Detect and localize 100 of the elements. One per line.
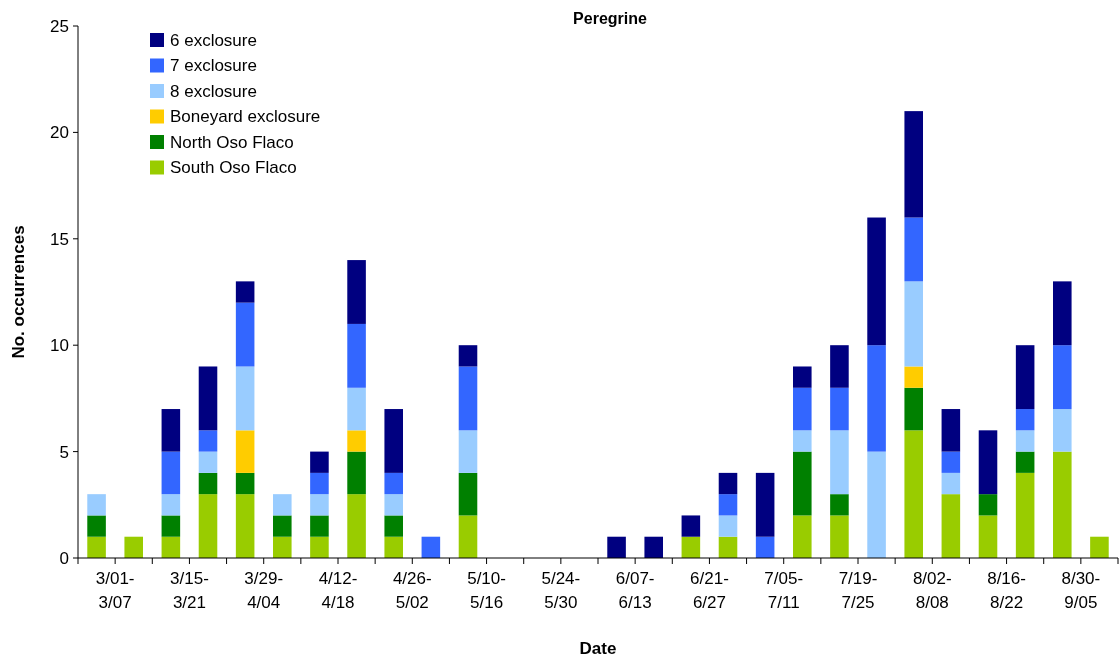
bar: [347, 451, 366, 495]
bar: [458, 345, 478, 367]
bar: [1053, 281, 1072, 346]
bar: [198, 494, 218, 558]
bar: [830, 345, 849, 388]
bar: [978, 430, 998, 495]
x-tick-label: 8/16-8/22: [987, 569, 1026, 612]
x-tick-label: 8/30-9/05: [1061, 569, 1101, 612]
bar: [867, 217, 886, 346]
bar: [384, 409, 403, 473]
bar: [793, 451, 812, 516]
x-tick-label: 5/10-5/16: [467, 569, 506, 612]
bar: [87, 536, 106, 558]
bar: [124, 536, 143, 558]
legend-label: South Oso Flaco: [170, 158, 297, 178]
bar: [384, 494, 403, 516]
bar: [161, 409, 181, 452]
legend-label: 6 exclosure: [170, 30, 257, 50]
x-tick-label: 7/05-7/11: [764, 569, 804, 612]
bar: [161, 536, 181, 558]
bar: [384, 472, 403, 495]
bar: [830, 430, 849, 495]
bar: [718, 494, 738, 516]
x-tick-label: 4/12-4/18: [318, 569, 358, 612]
bar: [904, 281, 923, 367]
bar: [198, 366, 218, 431]
bar: [273, 536, 292, 558]
bar: [793, 366, 812, 388]
bar: [87, 515, 106, 537]
bar: [1015, 409, 1035, 431]
bar: [458, 472, 478, 516]
bar: [644, 536, 663, 558]
bar: [681, 536, 701, 558]
bar: [273, 494, 292, 516]
bar: [161, 451, 181, 495]
bar: [310, 451, 329, 473]
bar: [347, 387, 366, 431]
legend-label: North Oso Flaco: [170, 132, 294, 152]
bar: [384, 536, 403, 558]
x-axis-title: Date: [579, 639, 617, 658]
bar: [235, 366, 255, 431]
bar: [755, 472, 775, 537]
bar: [458, 430, 478, 473]
bar: [978, 494, 998, 516]
bar: [273, 515, 292, 537]
bar: [1053, 451, 1072, 558]
bar: [1015, 451, 1035, 473]
bar: [310, 536, 329, 558]
legend-label: 7 exclosure: [170, 56, 257, 76]
bar: [1015, 430, 1035, 452]
bar: [161, 515, 181, 537]
x-tick-label: 4/26-5/02: [392, 569, 432, 612]
bar: [347, 323, 366, 388]
bar: [904, 387, 923, 431]
bar: [904, 111, 923, 218]
x-tick-label: 3/29-4/04: [244, 569, 284, 612]
bar: [235, 302, 255, 367]
bar: [830, 387, 849, 431]
bar: [904, 217, 923, 282]
bar: [310, 515, 329, 537]
bar: [198, 472, 218, 495]
bar: [830, 515, 849, 558]
bar: [941, 472, 961, 495]
bar: [198, 430, 218, 452]
bar: [830, 494, 849, 516]
bar: [310, 472, 329, 495]
legend-label: Boneyard exclosure: [170, 107, 321, 127]
bar: [347, 494, 366, 558]
y-tick-label: 25: [50, 16, 69, 36]
bar: [793, 515, 812, 558]
bar: [978, 515, 998, 558]
bar: [904, 430, 923, 558]
x-tick-label: 6/21-6/27: [690, 569, 729, 612]
x-tick-label: 7/19-7/25: [838, 569, 878, 612]
bar: [1053, 345, 1072, 410]
bar: [421, 536, 441, 558]
bar: [458, 515, 478, 558]
bar: [1015, 472, 1035, 558]
bar: [607, 536, 626, 558]
bar: [1015, 345, 1035, 410]
bar: [941, 451, 961, 473]
bar: [347, 430, 366, 452]
x-tick-label: 8/02-8/08: [912, 569, 952, 612]
bar: [867, 451, 886, 558]
bar: [793, 430, 812, 452]
bar: [755, 536, 775, 558]
bar: [235, 430, 255, 473]
x-tick-label: 5/24-5/30: [541, 569, 581, 612]
bar: [867, 345, 886, 452]
bar: [161, 494, 181, 516]
bar: [347, 260, 366, 324]
bar: [941, 494, 961, 558]
x-tick-label: 3/15-3/21: [170, 569, 209, 612]
bar: [1053, 409, 1072, 452]
x-tick-label: 3/01-3/07: [95, 569, 135, 612]
y-tick-label: 5: [59, 442, 69, 462]
bar: [310, 494, 329, 516]
bar: [681, 515, 701, 537]
y-axis-title: No. occurrences: [9, 225, 28, 359]
bar: [718, 536, 738, 558]
